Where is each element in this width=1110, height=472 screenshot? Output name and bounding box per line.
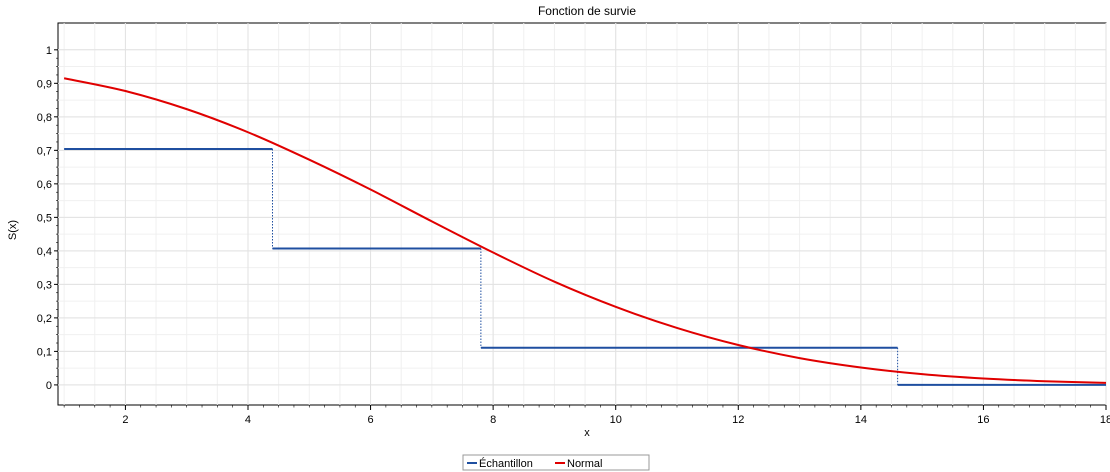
x-tick-label: 4	[245, 414, 251, 426]
y-tick-label: 0,6	[37, 179, 52, 191]
grid	[58, 23, 1107, 405]
y-tick-label: 0,2	[37, 313, 52, 325]
y-axis-label: S(x)	[7, 220, 19, 240]
x-tick-label: 10	[610, 414, 622, 426]
legend-label-normal: Normal	[567, 458, 602, 470]
x-tick-label: 18	[1100, 414, 1110, 426]
x-tick-label: 12	[732, 414, 744, 426]
legend: Échantillon Normal	[462, 454, 650, 471]
y-tick-label: 0,5	[37, 212, 52, 224]
y-tick-label: 0,4	[37, 246, 52, 258]
chart-title: Fonction de survie	[538, 4, 636, 18]
y-tick-label: 0,8	[37, 112, 52, 124]
y-tick-label: 0	[46, 380, 52, 392]
y-tick-label: 1	[46, 45, 52, 57]
legend-label-echantillon: Échantillon	[479, 457, 533, 470]
series-group	[63, 77, 1107, 386]
y-tick-label: 0,9	[37, 78, 52, 90]
axes: 2 4 6 8 10 12 14 16 18 0 0,1 0,2 0,3 0,4 0,5 0,6 0,7 0,8 0…	[37, 45, 1110, 426]
y-tick-label: 0,1	[37, 346, 52, 358]
y-tick-label: 0,7	[37, 145, 52, 157]
x-tick-label: 14	[855, 414, 867, 426]
x-tick-label: 6	[367, 414, 373, 426]
x-tick-label: 16	[977, 414, 989, 426]
x-axis-label: x	[584, 427, 590, 439]
y-tick-label: 0,3	[37, 279, 52, 291]
x-tick-label: 8	[490, 414, 496, 426]
normal-series-line	[63, 77, 1107, 384]
x-tick-label: 2	[122, 414, 128, 426]
